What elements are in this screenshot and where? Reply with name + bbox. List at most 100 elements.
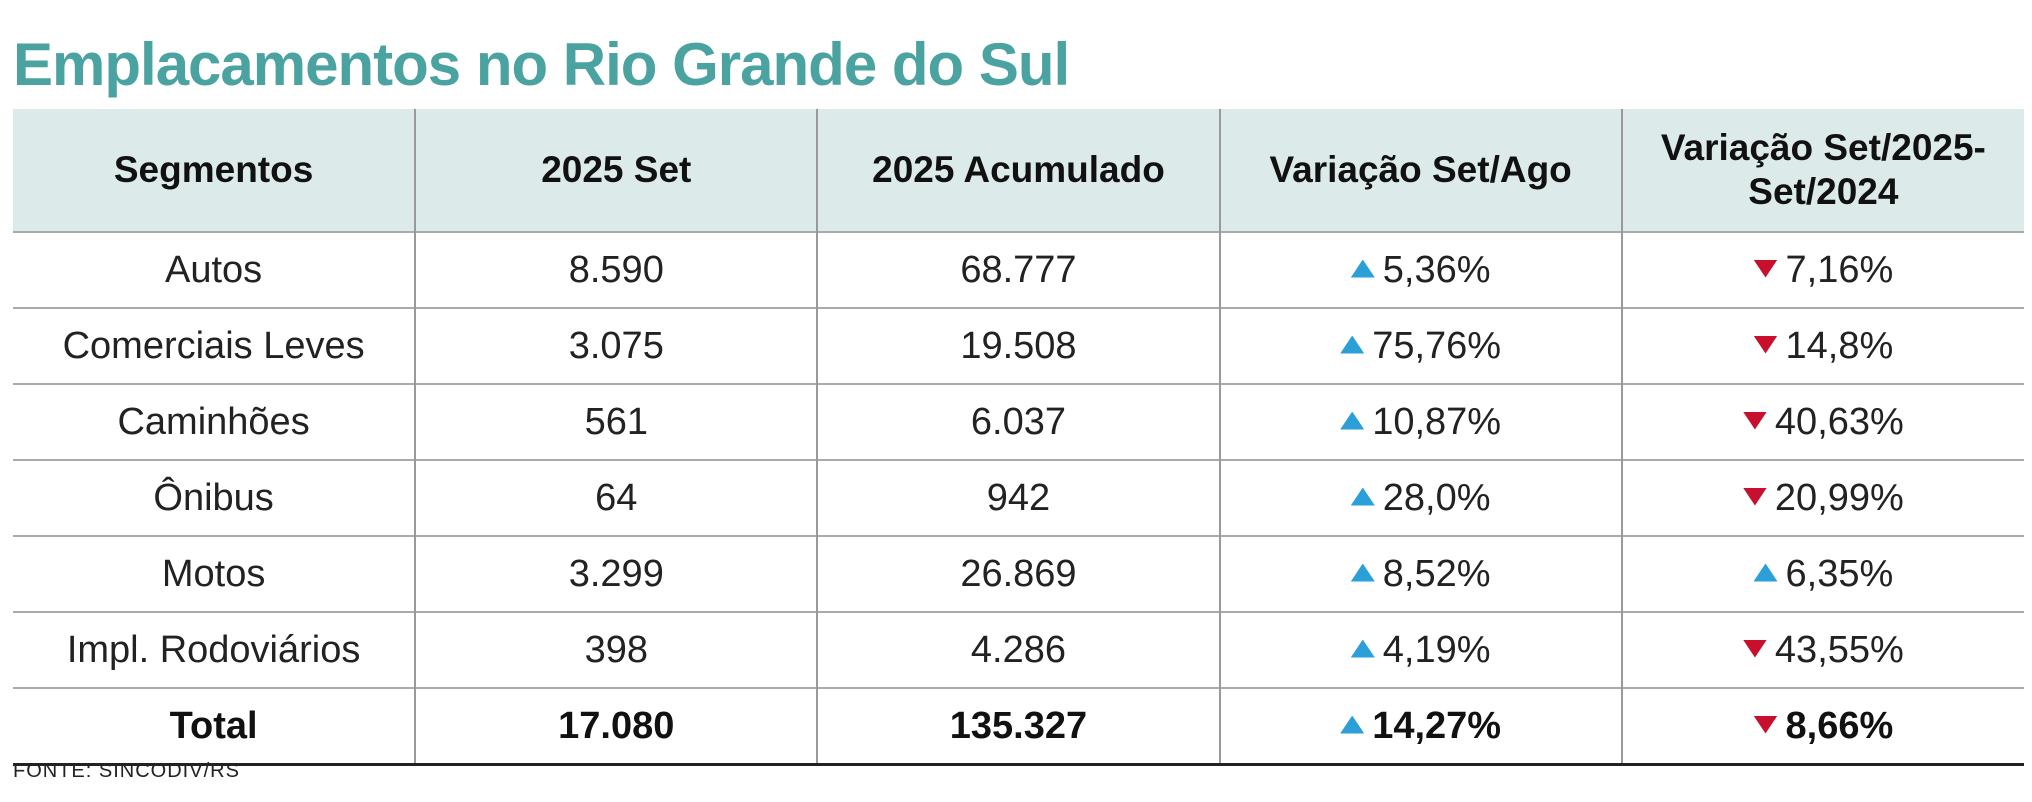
table-cell: 8,66%: [1620, 687, 2024, 766]
table-cell: 28,0%: [1218, 459, 1622, 536]
cell-text: Motos: [161, 552, 266, 595]
table-cell: 68.777: [816, 231, 1220, 308]
header-cell: 2025 Acumulado: [816, 109, 1220, 232]
cell-text: 14,27%: [1372, 704, 1502, 747]
cell-text: 398: [584, 628, 648, 671]
cell-text: 4,19%: [1382, 628, 1491, 671]
cell-text: 10,87%: [1372, 400, 1502, 443]
table-cell: 4.286: [816, 611, 1220, 688]
table-cell: Total: [13, 687, 416, 766]
cell-text: 561: [584, 400, 648, 443]
table-cell: Caminhões: [13, 383, 416, 460]
table-cell: 942: [816, 459, 1220, 536]
cell-text: 8,66%: [1785, 704, 1894, 747]
cell-text: 7,16%: [1785, 248, 1894, 291]
table-cell: 6.037: [816, 383, 1220, 460]
source: FONTE: SINCODIV/RS: [13, 760, 240, 782]
cell-text: 26.869: [960, 552, 1077, 595]
table-cell: 8.590: [414, 231, 818, 308]
table-cell: 14,27%: [1218, 687, 1622, 766]
cell-text: Caminhões: [117, 400, 310, 443]
title: Emplacamentos no Rio Grande do Sul: [13, 31, 1070, 98]
table-cell: Ônibus: [13, 459, 416, 536]
table-row: Impl. Rodoviários 398 4.286 4,19% 43,55%: [13, 611, 2024, 688]
cell-text: 6,35%: [1785, 552, 1894, 595]
table-cell: 4,19%: [1218, 611, 1622, 688]
cell-text: 20,99%: [1774, 476, 1904, 519]
trend-arrow: [1340, 335, 1365, 354]
table-cell: 19.508: [816, 307, 1220, 384]
table-cell: 5,36%: [1218, 231, 1622, 308]
header-cell: 2025 Set: [414, 109, 818, 232]
cell-text: 5,36%: [1382, 248, 1491, 291]
trend-arrow: [1742, 411, 1767, 430]
header-cell: Segmentos: [13, 109, 416, 232]
cell-text: 4.286: [970, 628, 1067, 671]
table-cell: 7,16%: [1620, 231, 2024, 308]
table-cell: 26.869: [816, 535, 1220, 612]
cell-text: 17.080: [558, 704, 675, 747]
cell-text: 6.037: [970, 400, 1067, 443]
table-cell: 75,76%: [1218, 307, 1622, 384]
cell-text: 8,52%: [1382, 552, 1491, 595]
trend-arrow: [1753, 335, 1778, 354]
table-cell: 10,87%: [1218, 383, 1622, 460]
table-cell: 17.080: [414, 687, 818, 766]
cell-text: 942: [986, 476, 1051, 519]
cell-text: Ônibus: [153, 476, 274, 519]
table-cell: 8,52%: [1218, 535, 1622, 612]
table-cell: 3.299: [414, 535, 818, 612]
header-cell: Variação Set/Ago: [1218, 109, 1622, 232]
trend-arrow: [1340, 715, 1365, 734]
cell-text: Autos: [165, 248, 263, 291]
table-row: Motos 3.299 26.869 8,52% 6,35%: [13, 535, 2024, 612]
trend-arrow: [1350, 487, 1375, 506]
trend-arrow: [1340, 411, 1365, 430]
table-cell: 561: [414, 383, 818, 460]
table-cell: 398: [414, 611, 818, 688]
trend-arrow: [1753, 563, 1778, 582]
cell-text: Comerciais Leves: [62, 324, 365, 367]
table-cell: 3.075: [414, 307, 818, 384]
table-row: Caminhões 561 6.037 10,87% 40,63%: [13, 383, 2024, 460]
table-row: Autos 8.590 68.777 5,36% 7,16%: [13, 231, 2024, 308]
header-row: Segmentos 2025 Set 2025 Acumulado Variaç…: [13, 109, 2024, 232]
trend-arrow: [1742, 639, 1767, 658]
cell-text: Impl. Rodoviários: [66, 628, 361, 671]
table-row: Comerciais Leves 3.075 19.508 75,76% 14,8%: [13, 307, 2024, 384]
table-cell: 20,99%: [1620, 459, 2024, 536]
table-cell: 6,35%: [1620, 535, 2024, 612]
cell-text: 14,8%: [1785, 324, 1894, 367]
cell-text: Total: [169, 704, 258, 747]
cell-text: 3.075: [568, 324, 664, 367]
trend-arrow: [1350, 563, 1375, 582]
table-cell: Comerciais Leves: [13, 307, 416, 384]
cell-text: 8.590: [568, 248, 664, 291]
trend-arrow: [1753, 715, 1778, 734]
cell-text: 68.777: [960, 248, 1077, 291]
cell-text: 19.508: [960, 324, 1077, 367]
cell-text: 64: [595, 476, 638, 519]
trend-arrow: [1742, 487, 1767, 506]
trend-arrow: [1350, 259, 1375, 278]
table-cell: Autos: [13, 231, 416, 308]
table: Segmentos 2025 Set 2025 Acumulado Variaç…: [13, 109, 2024, 766]
table-row: Ônibus 64 942 28,0% 20,99%: [13, 459, 2024, 536]
cell-text: 40,63%: [1774, 400, 1904, 443]
table-cell: 14,8%: [1620, 307, 2024, 384]
table-cell: 43,55%: [1620, 611, 2024, 688]
table-row: Total 17.080 135.327 14,27% 8,66%: [13, 687, 2024, 766]
cell-text: 75,76%: [1372, 324, 1502, 367]
cell-text: 43,55%: [1774, 628, 1904, 671]
table-cell: 135.327: [816, 687, 1220, 766]
cell-text: 3.299: [568, 552, 664, 595]
cell-text: 135.327: [949, 704, 1088, 747]
trend-arrow: [1350, 639, 1375, 658]
table-cell: Impl. Rodoviários: [13, 611, 416, 688]
header-cell: Variação Set/2025-Set/2024: [1620, 109, 2024, 232]
cell-text: 28,0%: [1382, 476, 1491, 519]
table-cell: 40,63%: [1620, 383, 2024, 460]
table-cell: 64: [414, 459, 818, 536]
table-body: Autos 8.590 68.777 5,36% 7,16% Comerciais Lev…: [13, 231, 2024, 766]
